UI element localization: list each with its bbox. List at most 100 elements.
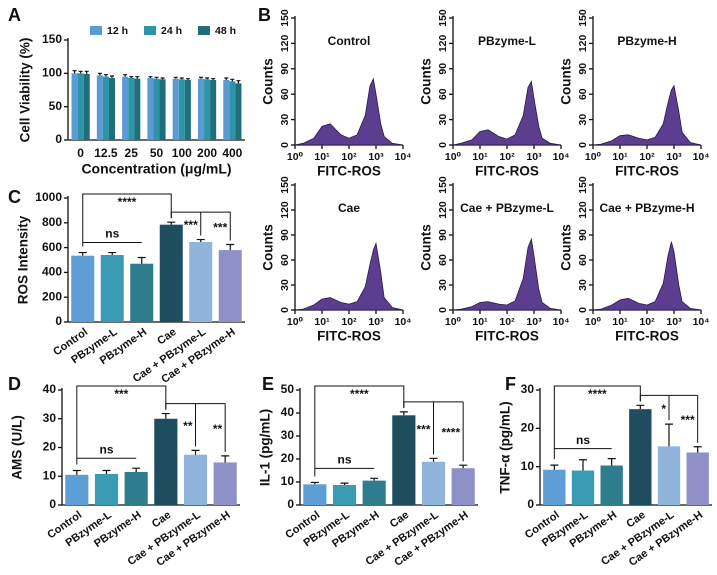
x-tick-label: 10⁰ bbox=[585, 316, 602, 328]
significance-label: *** bbox=[213, 221, 227, 235]
y-tick-label: 0 bbox=[577, 307, 589, 313]
x-tick-label: 10¹ bbox=[472, 316, 488, 328]
y-tick-label: 40 bbox=[43, 382, 57, 396]
y-tick-label: 0 bbox=[279, 142, 291, 148]
y-tick-label: 20 bbox=[43, 440, 57, 454]
y-tick-label: 0 bbox=[279, 307, 291, 313]
x-tick-label: 10⁴ bbox=[553, 316, 570, 328]
error-bar bbox=[236, 80, 241, 84]
significance-label: *** bbox=[416, 422, 430, 436]
bar bbox=[657, 446, 681, 505]
bar bbox=[223, 80, 230, 140]
error-bar bbox=[693, 446, 702, 453]
x-tick-label: 10² bbox=[499, 151, 515, 163]
bar bbox=[128, 78, 135, 140]
bar bbox=[102, 76, 109, 140]
error-bar bbox=[399, 411, 408, 416]
y-tick-label: 30 bbox=[577, 114, 589, 126]
x-axis-label: FITC-ROS bbox=[615, 164, 679, 179]
x-tick-label: 10³ bbox=[666, 151, 682, 163]
bar bbox=[71, 73, 78, 140]
y-tick-label: 10 bbox=[521, 459, 535, 473]
significance-bracket bbox=[165, 403, 226, 452]
y-tick-label: 0 bbox=[577, 142, 589, 148]
error-bar bbox=[665, 423, 673, 447]
panel-label: C bbox=[8, 187, 21, 207]
y-tick-label: 10 bbox=[281, 474, 295, 488]
x-axis-label: FITC-ROS bbox=[475, 329, 539, 344]
bar bbox=[235, 83, 242, 140]
bar bbox=[197, 78, 205, 140]
error-bar bbox=[123, 74, 128, 77]
bar bbox=[543, 469, 566, 505]
x-tick-label: 10¹ bbox=[314, 151, 330, 163]
y-tick-label: 120 bbox=[437, 201, 449, 219]
y-tick-label: 90 bbox=[279, 229, 291, 241]
error-bar bbox=[160, 77, 165, 80]
y-tick-label: 60 bbox=[577, 88, 589, 100]
y-tick-label: 120 bbox=[437, 34, 449, 52]
y-tick-label: 0 bbox=[437, 307, 449, 313]
x-tick-label: 12.5 bbox=[94, 146, 118, 160]
error-bar bbox=[221, 455, 230, 463]
x-tick-label: 10² bbox=[639, 151, 655, 163]
x-tick-label: 10² bbox=[341, 151, 357, 163]
error-bar bbox=[636, 404, 645, 410]
error-bar bbox=[579, 459, 587, 471]
bar bbox=[210, 80, 217, 140]
y-tick-label: 150 bbox=[577, 176, 589, 194]
x-tick-label: 10⁴ bbox=[693, 151, 710, 163]
significance-label: * bbox=[661, 402, 666, 416]
error-bar bbox=[205, 77, 210, 80]
x-tick-label: 10¹ bbox=[612, 151, 628, 163]
bar bbox=[600, 465, 623, 505]
bar bbox=[629, 409, 652, 505]
histogram-area bbox=[452, 237, 562, 311]
bar bbox=[172, 78, 179, 140]
significance-label: **** bbox=[350, 387, 369, 401]
bar bbox=[184, 80, 191, 140]
y-tick-label: 10 bbox=[43, 468, 57, 482]
y-tick-label: 90 bbox=[577, 229, 589, 241]
error-bar bbox=[370, 477, 379, 481]
bar bbox=[154, 418, 178, 505]
error-bar bbox=[97, 72, 102, 76]
error-bar bbox=[211, 78, 216, 80]
panel-label: E bbox=[262, 374, 274, 394]
bar bbox=[204, 79, 211, 140]
error-bar bbox=[199, 76, 204, 79]
bar bbox=[303, 484, 327, 505]
bar bbox=[94, 473, 119, 505]
y-tick-label: 50 bbox=[49, 99, 63, 113]
error-bar bbox=[103, 74, 108, 77]
x-tick-label: 10³ bbox=[368, 316, 384, 328]
x-tick-label: 200 bbox=[197, 146, 217, 160]
bar bbox=[96, 75, 103, 140]
y-tick-label: 60 bbox=[577, 254, 589, 266]
y-tick-label: 30 bbox=[281, 428, 295, 442]
error-bar bbox=[230, 78, 235, 82]
y-tick-label: 60 bbox=[279, 88, 291, 100]
panel-label: B bbox=[258, 5, 271, 25]
bar bbox=[218, 250, 242, 322]
x-tick-label: 10¹ bbox=[314, 316, 330, 328]
y-axis-label: Counts bbox=[419, 58, 434, 105]
significance-label: **** bbox=[441, 426, 460, 440]
x-tick-label: 10² bbox=[341, 316, 357, 328]
y-tick-label: 0 bbox=[55, 132, 62, 146]
y-tick-label: 30 bbox=[577, 279, 589, 291]
x-tick-label: 10⁰ bbox=[445, 316, 462, 328]
y-tick-label: 400 bbox=[42, 265, 62, 279]
legend-swatch bbox=[198, 26, 210, 35]
error-bar bbox=[226, 243, 235, 251]
legend-label: 12 h bbox=[107, 25, 128, 37]
y-tick-label: 30 bbox=[279, 114, 291, 126]
y-tick-label: 120 bbox=[577, 34, 589, 52]
bar bbox=[100, 255, 124, 322]
y-tick-label: 1000 bbox=[35, 190, 62, 204]
panel-label: F bbox=[505, 374, 516, 394]
x-tick-label: 100 bbox=[172, 146, 192, 160]
y-tick-label: 0 bbox=[55, 314, 62, 328]
error-bar bbox=[607, 458, 616, 466]
x-tick-label: 10⁴ bbox=[395, 151, 412, 163]
